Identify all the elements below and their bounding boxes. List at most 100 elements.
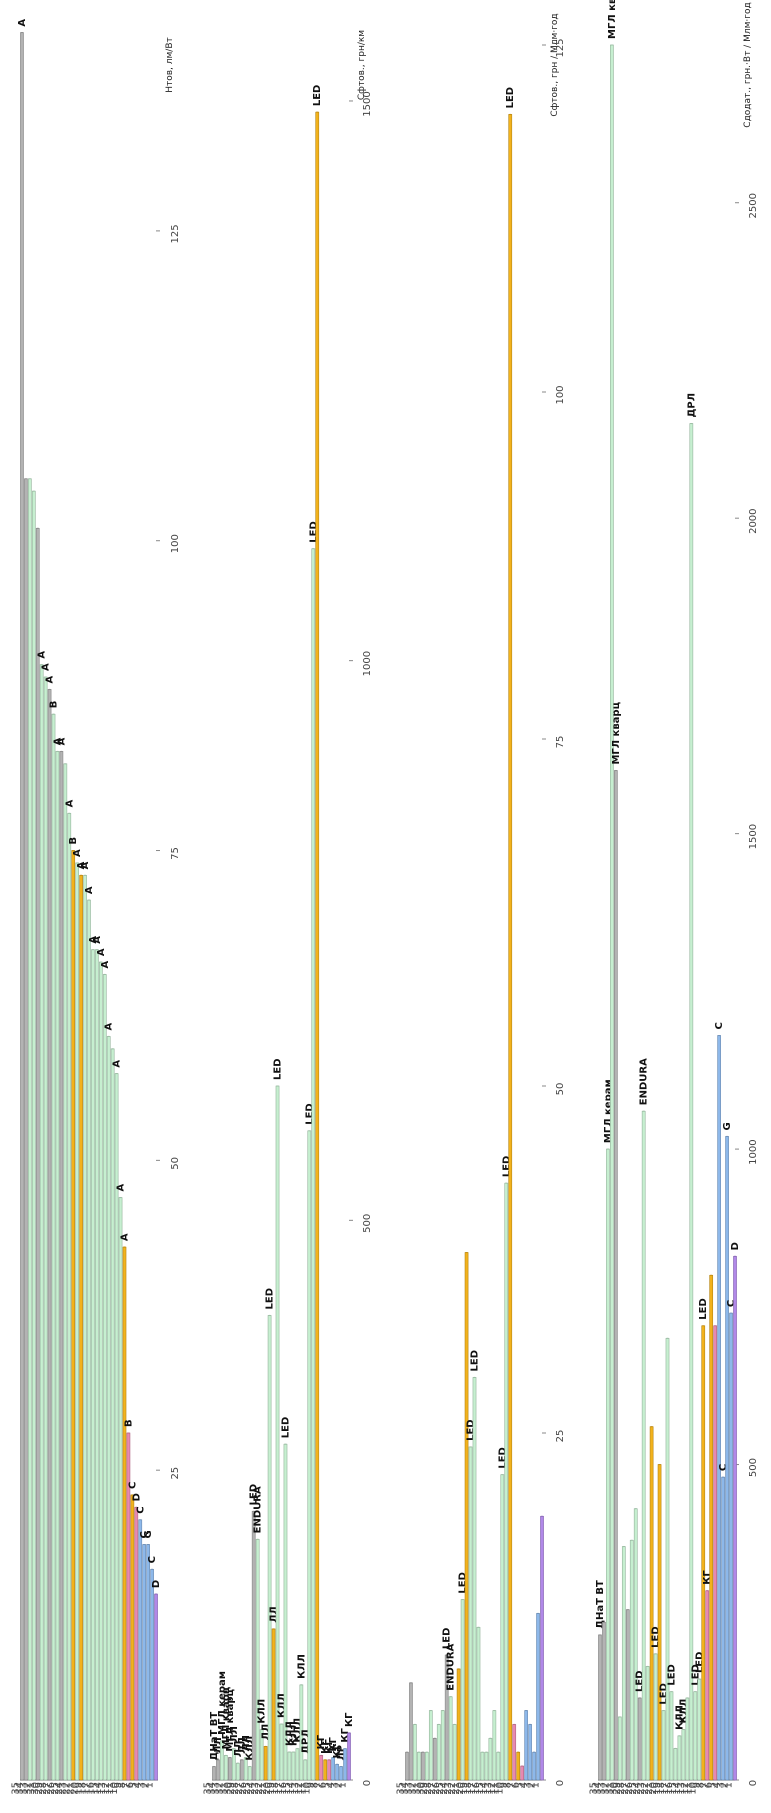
bar xyxy=(710,1275,713,1780)
bar xyxy=(240,1760,243,1780)
bar-cap xyxy=(525,1710,528,1711)
bar-data-label: D xyxy=(131,1493,142,1501)
bar xyxy=(540,1516,543,1780)
bar-cap xyxy=(650,1426,653,1427)
bar-cap xyxy=(540,1516,543,1517)
bar xyxy=(457,1669,460,1780)
bar xyxy=(610,45,613,1780)
bar xyxy=(698,1679,701,1780)
bar xyxy=(84,875,87,1780)
bar xyxy=(139,1520,142,1780)
bar xyxy=(143,1545,146,1780)
bar-cap xyxy=(666,1338,669,1339)
bar xyxy=(87,900,90,1780)
bar-cap xyxy=(103,974,106,975)
bar-cap xyxy=(686,1697,689,1698)
bar-cap xyxy=(606,1149,609,1150)
bar-data-label: LED xyxy=(666,1664,677,1686)
bar-data-label: A xyxy=(84,886,95,894)
bar xyxy=(72,851,75,1780)
bar xyxy=(20,33,23,1780)
bar-cap xyxy=(154,1594,157,1595)
bar-data-label: A xyxy=(92,936,103,944)
bar-cap xyxy=(20,32,23,33)
bar xyxy=(48,689,51,1780)
bar xyxy=(421,1752,424,1780)
bar-cap xyxy=(706,1590,709,1591)
bar-cap xyxy=(64,763,67,764)
bar-data-label: КГ xyxy=(344,1712,355,1727)
bar-cap xyxy=(300,1684,303,1685)
bar-cap xyxy=(123,1247,126,1248)
bar-cap xyxy=(638,1697,641,1698)
bar-cap xyxy=(710,1275,713,1276)
bar xyxy=(91,950,94,1780)
bar-cap xyxy=(642,1111,645,1112)
bar-data-label: G xyxy=(143,1530,154,1538)
value-tick-label: 2500 xyxy=(748,193,759,218)
bar-cap xyxy=(630,1540,633,1541)
bar-cap xyxy=(497,1752,500,1753)
category-label: 1 xyxy=(144,1782,155,1788)
value-tick-label: 2000 xyxy=(748,508,759,533)
bar-cap xyxy=(304,1759,307,1760)
bar-cap xyxy=(308,1130,311,1131)
bar-data-label: C xyxy=(135,1506,146,1513)
bar xyxy=(513,1724,516,1780)
bar-cap xyxy=(91,949,94,950)
bar-data-label: D xyxy=(151,1580,162,1588)
bar-cap xyxy=(457,1668,460,1669)
bar xyxy=(465,1253,468,1780)
bar-cap xyxy=(328,1759,331,1760)
bar-data-label: A xyxy=(41,663,52,671)
value-tick-label: 75 xyxy=(170,847,181,860)
bar xyxy=(473,1377,476,1780)
bar-cap xyxy=(513,1724,516,1725)
value-tick-label: 75 xyxy=(555,736,566,749)
bar-cap xyxy=(139,1519,142,1520)
bar-cap xyxy=(417,1752,420,1753)
bar xyxy=(650,1427,653,1780)
category-label: 1 xyxy=(723,1782,734,1788)
bar-cap xyxy=(670,1691,673,1692)
bar-cap xyxy=(151,1569,154,1570)
bar-cap xyxy=(240,1759,243,1760)
bar xyxy=(123,1247,126,1780)
bar-cap xyxy=(347,1732,350,1733)
bar-cap xyxy=(248,1766,251,1767)
bar xyxy=(429,1711,432,1780)
bar xyxy=(236,1763,239,1780)
bar-cap xyxy=(634,1508,637,1509)
bar xyxy=(714,1326,717,1780)
bar xyxy=(682,1730,685,1780)
bar xyxy=(99,962,102,1780)
bar xyxy=(722,1477,725,1780)
bar-cap xyxy=(276,1085,279,1086)
bar-cap xyxy=(405,1752,408,1753)
bar xyxy=(32,491,35,1780)
bar-data-label: A xyxy=(104,1022,115,1030)
value-axis-title: Cфтов., грн/км xyxy=(357,30,367,100)
bar xyxy=(304,1760,307,1780)
bar-cap xyxy=(658,1464,661,1465)
value-tick-label: 50 xyxy=(555,1083,566,1096)
bar-cap xyxy=(264,1746,267,1747)
chart-panel-1: 255075100125Hтов, лм/Вт35A3433323130A29A… xyxy=(10,19,181,1795)
bar xyxy=(292,1752,295,1780)
bar-cap xyxy=(320,1755,323,1756)
bar xyxy=(425,1752,428,1780)
bar xyxy=(228,1758,231,1780)
bar-cap xyxy=(413,1724,416,1725)
bar xyxy=(674,1748,677,1780)
bar xyxy=(268,1315,271,1780)
bar-cap xyxy=(469,1446,472,1447)
bar-cap xyxy=(343,1748,346,1749)
bar xyxy=(602,1622,605,1780)
bar-cap xyxy=(32,491,35,492)
bar-cap xyxy=(614,770,617,771)
bar-cap xyxy=(517,1752,520,1753)
bar xyxy=(312,549,315,1780)
bar xyxy=(68,813,71,1780)
bar-cap xyxy=(473,1377,476,1378)
